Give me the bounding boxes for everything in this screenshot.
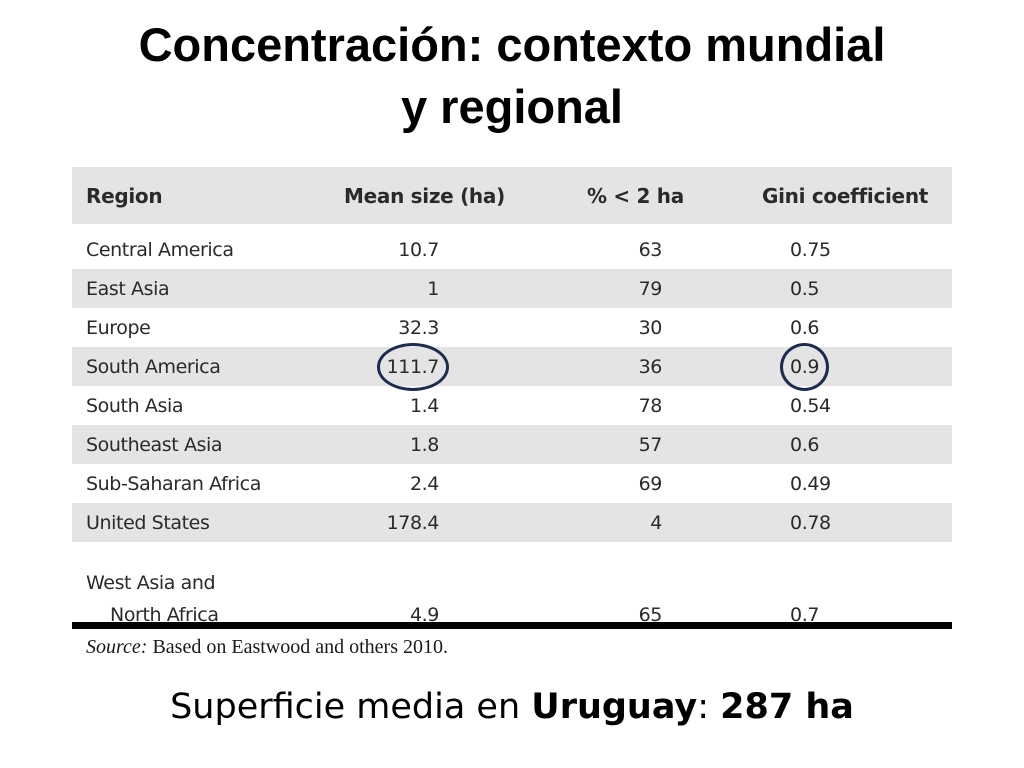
table-row: Southeast Asia 1.8 57 0.6: [72, 425, 952, 464]
cell-mean-size: 178.4: [327, 503, 529, 542]
cell-mean-size: 32.3: [398, 316, 439, 339]
cell-region: West Asia and North Africa: [72, 542, 327, 634]
circled-value: 0.9: [780, 342, 830, 391]
cell-region: South America: [72, 347, 327, 386]
source-text: Based on Eastwood and others 2010.: [147, 636, 448, 658]
cell-percent: 4: [529, 503, 727, 542]
summary-colon: :: [697, 687, 721, 727]
cell-gini: 0.7: [790, 604, 820, 626]
cell-mean-size: 10.7: [398, 238, 439, 261]
cell-percent: 36: [529, 347, 727, 386]
cell-gini: 0.6: [790, 316, 820, 339]
cell-gini: 0.49: [790, 472, 831, 495]
cell-percent: 57: [529, 425, 727, 464]
cell-mean-size: 2.4: [409, 472, 439, 495]
cell-region: East Asia: [72, 269, 327, 308]
highlight-circle: [376, 342, 449, 391]
header-gini: Gini coefficient: [727, 167, 952, 224]
table-bottom-rule: [72, 622, 952, 629]
cell-region: Central America: [86, 238, 234, 261]
header-spacer: [72, 224, 952, 230]
cell-gini: 0.5: [727, 269, 952, 308]
table-header-row: Region Mean size (ha) % < 2 ha Gini coef…: [72, 167, 952, 224]
table-source-note: Source: Based on Eastwood and others 201…: [86, 636, 448, 659]
cell-gini: 0.9: [727, 342, 952, 391]
table-row: West Asia and North Africa 4.9 65 0.7: [72, 542, 952, 634]
cell-mean-size: 1: [327, 269, 529, 308]
source-label: Source:: [86, 636, 148, 658]
cell-mean-size: 1.8: [327, 425, 529, 464]
cell-mean-size: 4.9: [409, 604, 439, 626]
cell-percent: 78: [638, 394, 663, 417]
cell-percent: 30: [638, 316, 663, 339]
table-row: East Asia 1 79 0.5: [72, 269, 952, 308]
cell-region: United States: [72, 503, 327, 542]
slide-title-line-2: y regional: [400, 80, 623, 133]
cell-region-line-2: North Africa: [110, 604, 219, 626]
circled-value: 111.7: [376, 342, 449, 391]
cell-region: Europe: [86, 316, 151, 339]
cell-percent: 69: [638, 472, 663, 495]
cell-percent: 65: [638, 604, 663, 626]
table-row: Europe 32.3 30 0.6: [72, 308, 952, 347]
summary-prefix: Superficie media en: [170, 687, 532, 727]
cell-region: Sub-Saharan Africa: [86, 472, 261, 495]
cell-gini: 0.78: [727, 503, 952, 542]
table-row: South America 111.7 36 0.9: [72, 342, 952, 391]
cell-percent: 79: [529, 269, 727, 308]
header-percent-under-2ha: % < 2 ha: [529, 167, 727, 224]
table-row: United States 178.4 4 0.78: [72, 503, 952, 542]
farm-size-table: Region Mean size (ha) % < 2 ha Gini coef…: [72, 167, 952, 634]
cell-mean-size: 111.7: [327, 342, 529, 391]
slide-title-line-1: Concentración: contexto mundial: [138, 18, 886, 71]
cell-gini: 0.75: [790, 238, 831, 261]
header-region: Region: [72, 167, 327, 224]
cell-region-line-1: West Asia and: [86, 572, 216, 594]
header-mean-size: Mean size (ha): [327, 167, 529, 224]
table-row: Sub-Saharan Africa 2.4 69 0.49: [72, 464, 952, 503]
summary-country: Uruguay: [531, 687, 698, 727]
slide-title: Concentración: contexto mundial y region…: [0, 14, 1024, 138]
cell-region: South Asia: [86, 394, 184, 417]
data-table: Region Mean size (ha) % < 2 ha Gini coef…: [72, 167, 952, 634]
cell-gini: 0.54: [790, 394, 831, 417]
cell-region: Southeast Asia: [72, 425, 327, 464]
cell-percent: 63: [638, 238, 663, 261]
cell-gini: 0.6: [727, 425, 952, 464]
table-row: Central America 10.7 63 0.75: [72, 230, 952, 269]
table-row: South Asia 1.4 78 0.54: [72, 386, 952, 425]
cell-mean-size: 1.4: [409, 394, 439, 417]
uruguay-summary: Superficie media en Uruguay: 287 ha: [0, 683, 1024, 731]
highlight-circle: [780, 342, 830, 391]
summary-value: 287 ha: [720, 687, 854, 727]
